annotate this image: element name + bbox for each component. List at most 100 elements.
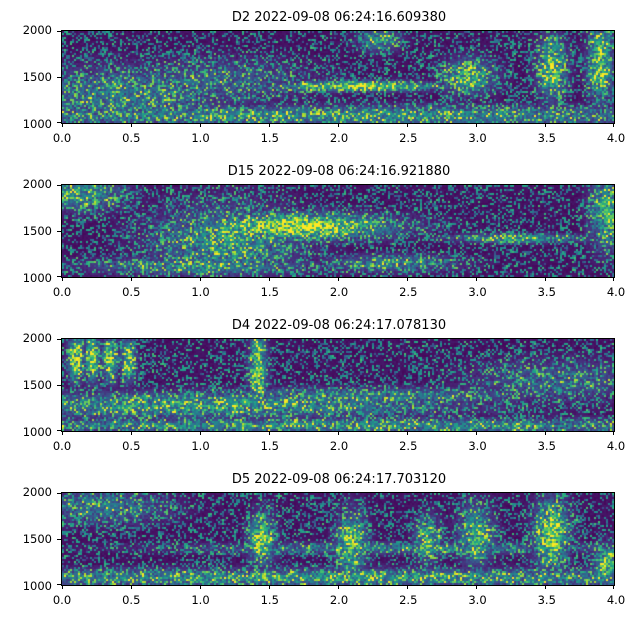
x-tick-mark: [130, 431, 132, 435]
x-tick-label: 1.5: [260, 593, 279, 607]
x-tick-label: 1.0: [191, 285, 210, 299]
x-tick-mark: [61, 585, 63, 589]
y-tick-label: 2000: [22, 331, 52, 345]
x-tick-mark: [475, 431, 477, 435]
y-tick-mark: [57, 538, 61, 540]
y-tick-label: 1000: [22, 425, 52, 439]
x-tick-label: 1.5: [260, 285, 279, 299]
x-tick-mark: [268, 277, 270, 281]
x-tick-label: 2.0: [329, 593, 349, 607]
x-tick-label: 4.0: [606, 285, 626, 299]
spectrogram-plot: [57, 184, 615, 281]
y-tick-mark: [57, 384, 61, 386]
y-tick-label: 2000: [22, 485, 52, 499]
x-tick-mark: [406, 123, 408, 127]
x-tick-mark: [613, 123, 614, 127]
y-tick-mark: [57, 584, 61, 585]
x-tick-mark: [406, 277, 408, 281]
subplot-title: D15 2022-09-08 06:24:16.921880: [227, 164, 451, 179]
y-tick-label: 1000: [22, 579, 52, 593]
spectrogram-image: [62, 339, 614, 431]
y-tick-mark: [57, 430, 61, 431]
y-tick-label: 1000: [22, 271, 52, 285]
x-tick-label: 1.0: [191, 593, 210, 607]
y-tick-label: 2000: [22, 177, 52, 191]
x-tick-label: 0.5: [122, 131, 141, 145]
y-tick-label: 1000: [22, 117, 52, 131]
y-axis: 2000 1500 1000: [0, 485, 61, 593]
y-tick-mark: [57, 230, 61, 232]
spectrogram-image: [62, 185, 614, 277]
x-tick-label: 3.5: [537, 131, 556, 145]
x-tick-label: 3.0: [468, 593, 487, 607]
y-tick-label: 2000: [22, 23, 52, 37]
subplot-title: D5 2022-09-08 06:24:17.703120: [231, 472, 447, 487]
x-tick-label: 2.0: [329, 285, 349, 299]
x-tick-label: 1.0: [191, 131, 210, 145]
y-tick-mark: [57, 339, 61, 340]
x-tick-mark: [544, 585, 546, 589]
y-tick-mark: [57, 276, 61, 277]
subplot-d2: D2 2022-09-08 06:24:16.609380 2000 1500 10…: [0, 8, 640, 162]
x-tick-mark: [613, 585, 614, 589]
x-tick-mark: [406, 585, 408, 589]
subplot-title: D4 2022-09-08 06:24:17.078130: [231, 318, 447, 333]
y-tick-label: 1500: [22, 224, 52, 238]
x-tick-label: 3.5: [537, 285, 556, 299]
x-tick-mark: [406, 431, 408, 435]
x-tick-mark: [130, 277, 132, 281]
y-axis: 2000 1500 1000: [0, 23, 61, 131]
x-tick-mark: [544, 431, 546, 435]
x-tick-mark: [544, 123, 546, 127]
spectrogram-image: [62, 31, 614, 123]
x-tick-mark: [475, 123, 477, 127]
spectrogram-plot: [57, 492, 615, 589]
x-tick-mark: [337, 431, 339, 435]
x-tick-mark: [130, 123, 132, 127]
x-tick-label: 2.0: [329, 131, 349, 145]
x-tick-mark: [130, 585, 132, 589]
y-axis: 2000 1500 1000: [0, 331, 61, 439]
spectrogram-plot: [57, 338, 615, 435]
x-tick-label: 2.5: [399, 131, 418, 145]
y-tick-label: 1500: [22, 378, 52, 392]
x-tick-mark: [199, 123, 201, 127]
x-tick-mark: [199, 585, 201, 589]
x-tick-mark: [61, 431, 63, 435]
x-tick-label: 0.0: [52, 439, 72, 453]
x-tick-label: 4.0: [606, 131, 626, 145]
x-tick-mark: [475, 585, 477, 589]
x-tick-label: 1.5: [260, 439, 279, 453]
x-tick-label: 2.5: [399, 593, 418, 607]
x-tick-label: 1.5: [260, 131, 279, 145]
x-tick-label: 0.0: [52, 285, 72, 299]
x-tick-mark: [268, 431, 270, 435]
x-tick-label: 3.0: [468, 285, 487, 299]
x-tick-mark: [475, 277, 477, 281]
x-tick-mark: [268, 585, 270, 589]
x-axis: 0.0 0.5 1.0 1.5 2.0 2.5 3.0 3.5 4.0: [53, 586, 625, 612]
x-tick-label: 3.0: [468, 131, 487, 145]
plot-row: 2000 1500 1000: [0, 485, 640, 593]
y-tick-mark: [57, 493, 61, 494]
x-tick-label: 4.0: [606, 593, 626, 607]
x-tick-mark: [337, 123, 339, 127]
subplot-title: D2 2022-09-08 06:24:16.609380: [231, 10, 447, 25]
x-tick-label: 2.5: [399, 439, 418, 453]
y-tick-mark: [57, 185, 61, 186]
y-axis: 2000 1500 1000: [0, 177, 61, 285]
spectrogram-plot: [57, 30, 615, 127]
x-tick-label: 0.5: [122, 593, 141, 607]
plot-row: 2000 1500 1000: [0, 331, 640, 439]
x-axis: 0.0 0.5 1.0 1.5 2.0 2.5 3.0 3.5 4.0: [53, 432, 625, 458]
x-tick-label: 3.5: [537, 593, 556, 607]
x-tick-label: 1.0: [191, 439, 210, 453]
x-tick-mark: [61, 123, 63, 127]
subplot-d5: D5 2022-09-08 06:24:17.703120 2000 1500 10…: [0, 470, 640, 624]
y-tick-label: 1500: [22, 70, 52, 84]
subplot-d4: D4 2022-09-08 06:24:17.078130 2000 1500 10…: [0, 316, 640, 470]
y-tick-mark: [57, 76, 61, 78]
x-tick-mark: [337, 585, 339, 589]
x-tick-label: 4.0: [606, 439, 626, 453]
y-tick-mark: [57, 31, 61, 32]
